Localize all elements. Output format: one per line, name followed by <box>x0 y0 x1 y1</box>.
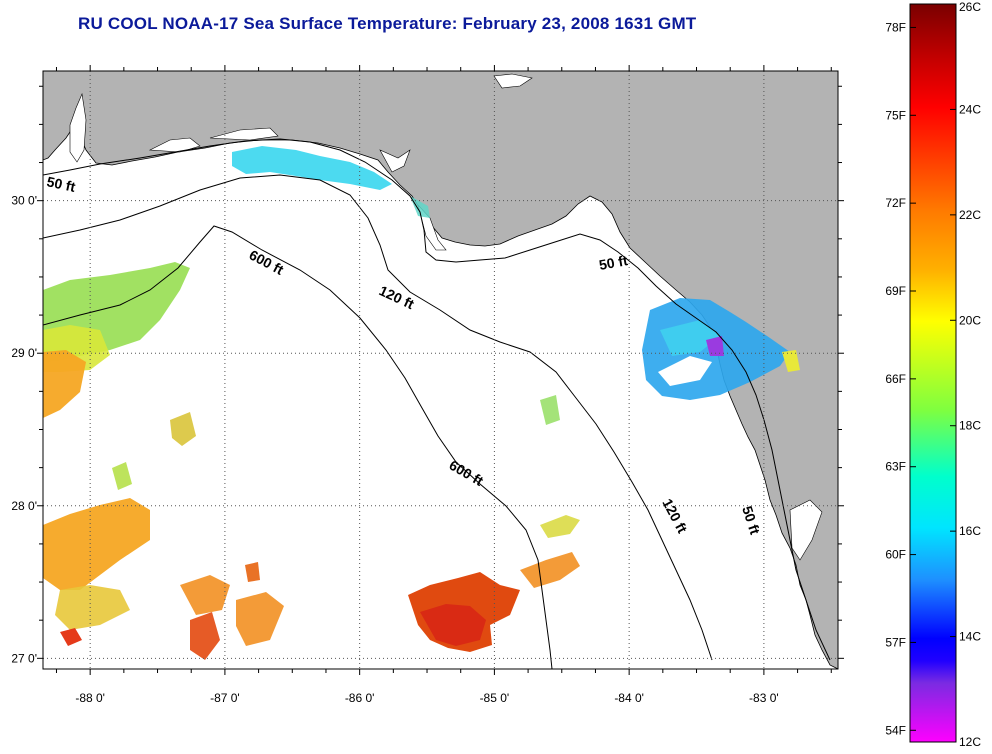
sst-patch-bigbend-green <box>540 395 560 425</box>
tick-label-lon: -84 0' <box>614 691 644 705</box>
sst-patch-panhandle-north <box>232 146 392 190</box>
tick-label-lat: 29 0' <box>11 346 37 360</box>
contour-120ft <box>43 174 713 661</box>
sst-patch-coast-yellow <box>782 350 800 372</box>
chart-title: RU COOL NOAA-17 Sea Surface Temperature:… <box>78 14 697 33</box>
grid-layer <box>43 71 838 669</box>
sst-patch-center-orange-1 <box>180 575 230 615</box>
colorbar-label-f: 63F <box>885 460 906 474</box>
tick-label-lat: 28 0' <box>11 499 37 513</box>
tick-label-lat: 30 0' <box>11 194 37 208</box>
colorbar-label-c: 22C <box>959 208 981 222</box>
colorbar-ticks: 26C 24C 22C 20C 18C 16C 14C 12C 78F 75F 72F 69F 66F 6… <box>885 0 981 749</box>
colorbar-gradient <box>909 3 957 743</box>
sst-patch-panhandle-west <box>410 196 430 218</box>
sst-patch-bigbend-purple <box>706 336 724 356</box>
contour-label-50ft-north: 50 ft <box>598 252 629 273</box>
colorbar-label-c: 20C <box>959 313 981 327</box>
sst-patch-bigbend-white-gap <box>658 356 712 386</box>
sst-patch-center-green <box>112 462 132 490</box>
sst-patch-center-red-1 <box>190 612 220 660</box>
sst-patch-sw-red <box>60 628 82 646</box>
sst-patch-west-orange <box>43 350 86 418</box>
sst-patch-south-yellow-east <box>540 515 580 538</box>
sst-patch-center-red-2 <box>245 562 260 582</box>
colorbar-label-f: 78F <box>885 20 906 34</box>
colorbar-label-c: 16C <box>959 524 981 538</box>
colorbar-label-c: 14C <box>959 630 981 644</box>
lake-small <box>493 73 533 89</box>
map-frame <box>42 70 839 670</box>
contour-600ft <box>43 225 553 669</box>
sst-patch-center-yellow <box>170 412 196 446</box>
colorbar-label-f: 66F <box>885 372 906 386</box>
colorbar-label-f: 75F <box>885 108 906 122</box>
contour-label-50ft-west: 50 ft <box>45 173 77 195</box>
colorbar-label-c: 18C <box>959 419 981 433</box>
sst-patch-sw-orange <box>43 498 150 590</box>
land-mass <box>43 71 838 669</box>
colorbar-label-f: 54F <box>885 723 906 737</box>
depth-contours <box>43 138 831 669</box>
tick-label-lon: -83 0' <box>749 691 779 705</box>
colorbar-label-f: 60F <box>885 548 906 562</box>
colorbar-label-c: 12C <box>959 735 981 749</box>
tick-label-lon: -85 0' <box>480 691 510 705</box>
sst-patch-south-red-core <box>420 604 486 646</box>
sst-patch-south-orange-east <box>520 552 580 588</box>
colorbar-label-c: 24C <box>959 102 981 116</box>
tick-label-lon: -87 0' <box>210 691 240 705</box>
colorbar-label-f: 69F <box>885 284 906 298</box>
tick-label-lat: 27 0' <box>11 651 37 665</box>
bay-mobile <box>69 92 87 163</box>
contour-50ft-west <box>43 138 831 661</box>
colorbar-label-f: 72F <box>885 196 906 210</box>
sst-patch-bigbend-cyan <box>660 320 720 356</box>
bay-choctawhatchee <box>209 127 279 141</box>
tick-label-lon: -88 0' <box>75 691 105 705</box>
axis-ticks: -88 0' -87 0' -86 0' -85 0' -84 0' -83 0' 27 0… <box>11 65 844 705</box>
bay-st-andrews <box>379 149 411 173</box>
tick-label-lon: -86 0' <box>345 691 375 705</box>
colorbar-label-f: 57F <box>885 635 906 649</box>
colorbar-label-c: 26C <box>959 0 981 14</box>
sst-patch-center-orange-2 <box>236 592 284 646</box>
colorbar: 26C 24C 22C 20C 18C 16C 14C 12C 78F 75F 72F 69F 66F 6… <box>885 0 981 749</box>
sst-patch-sw-yellow <box>55 585 130 630</box>
